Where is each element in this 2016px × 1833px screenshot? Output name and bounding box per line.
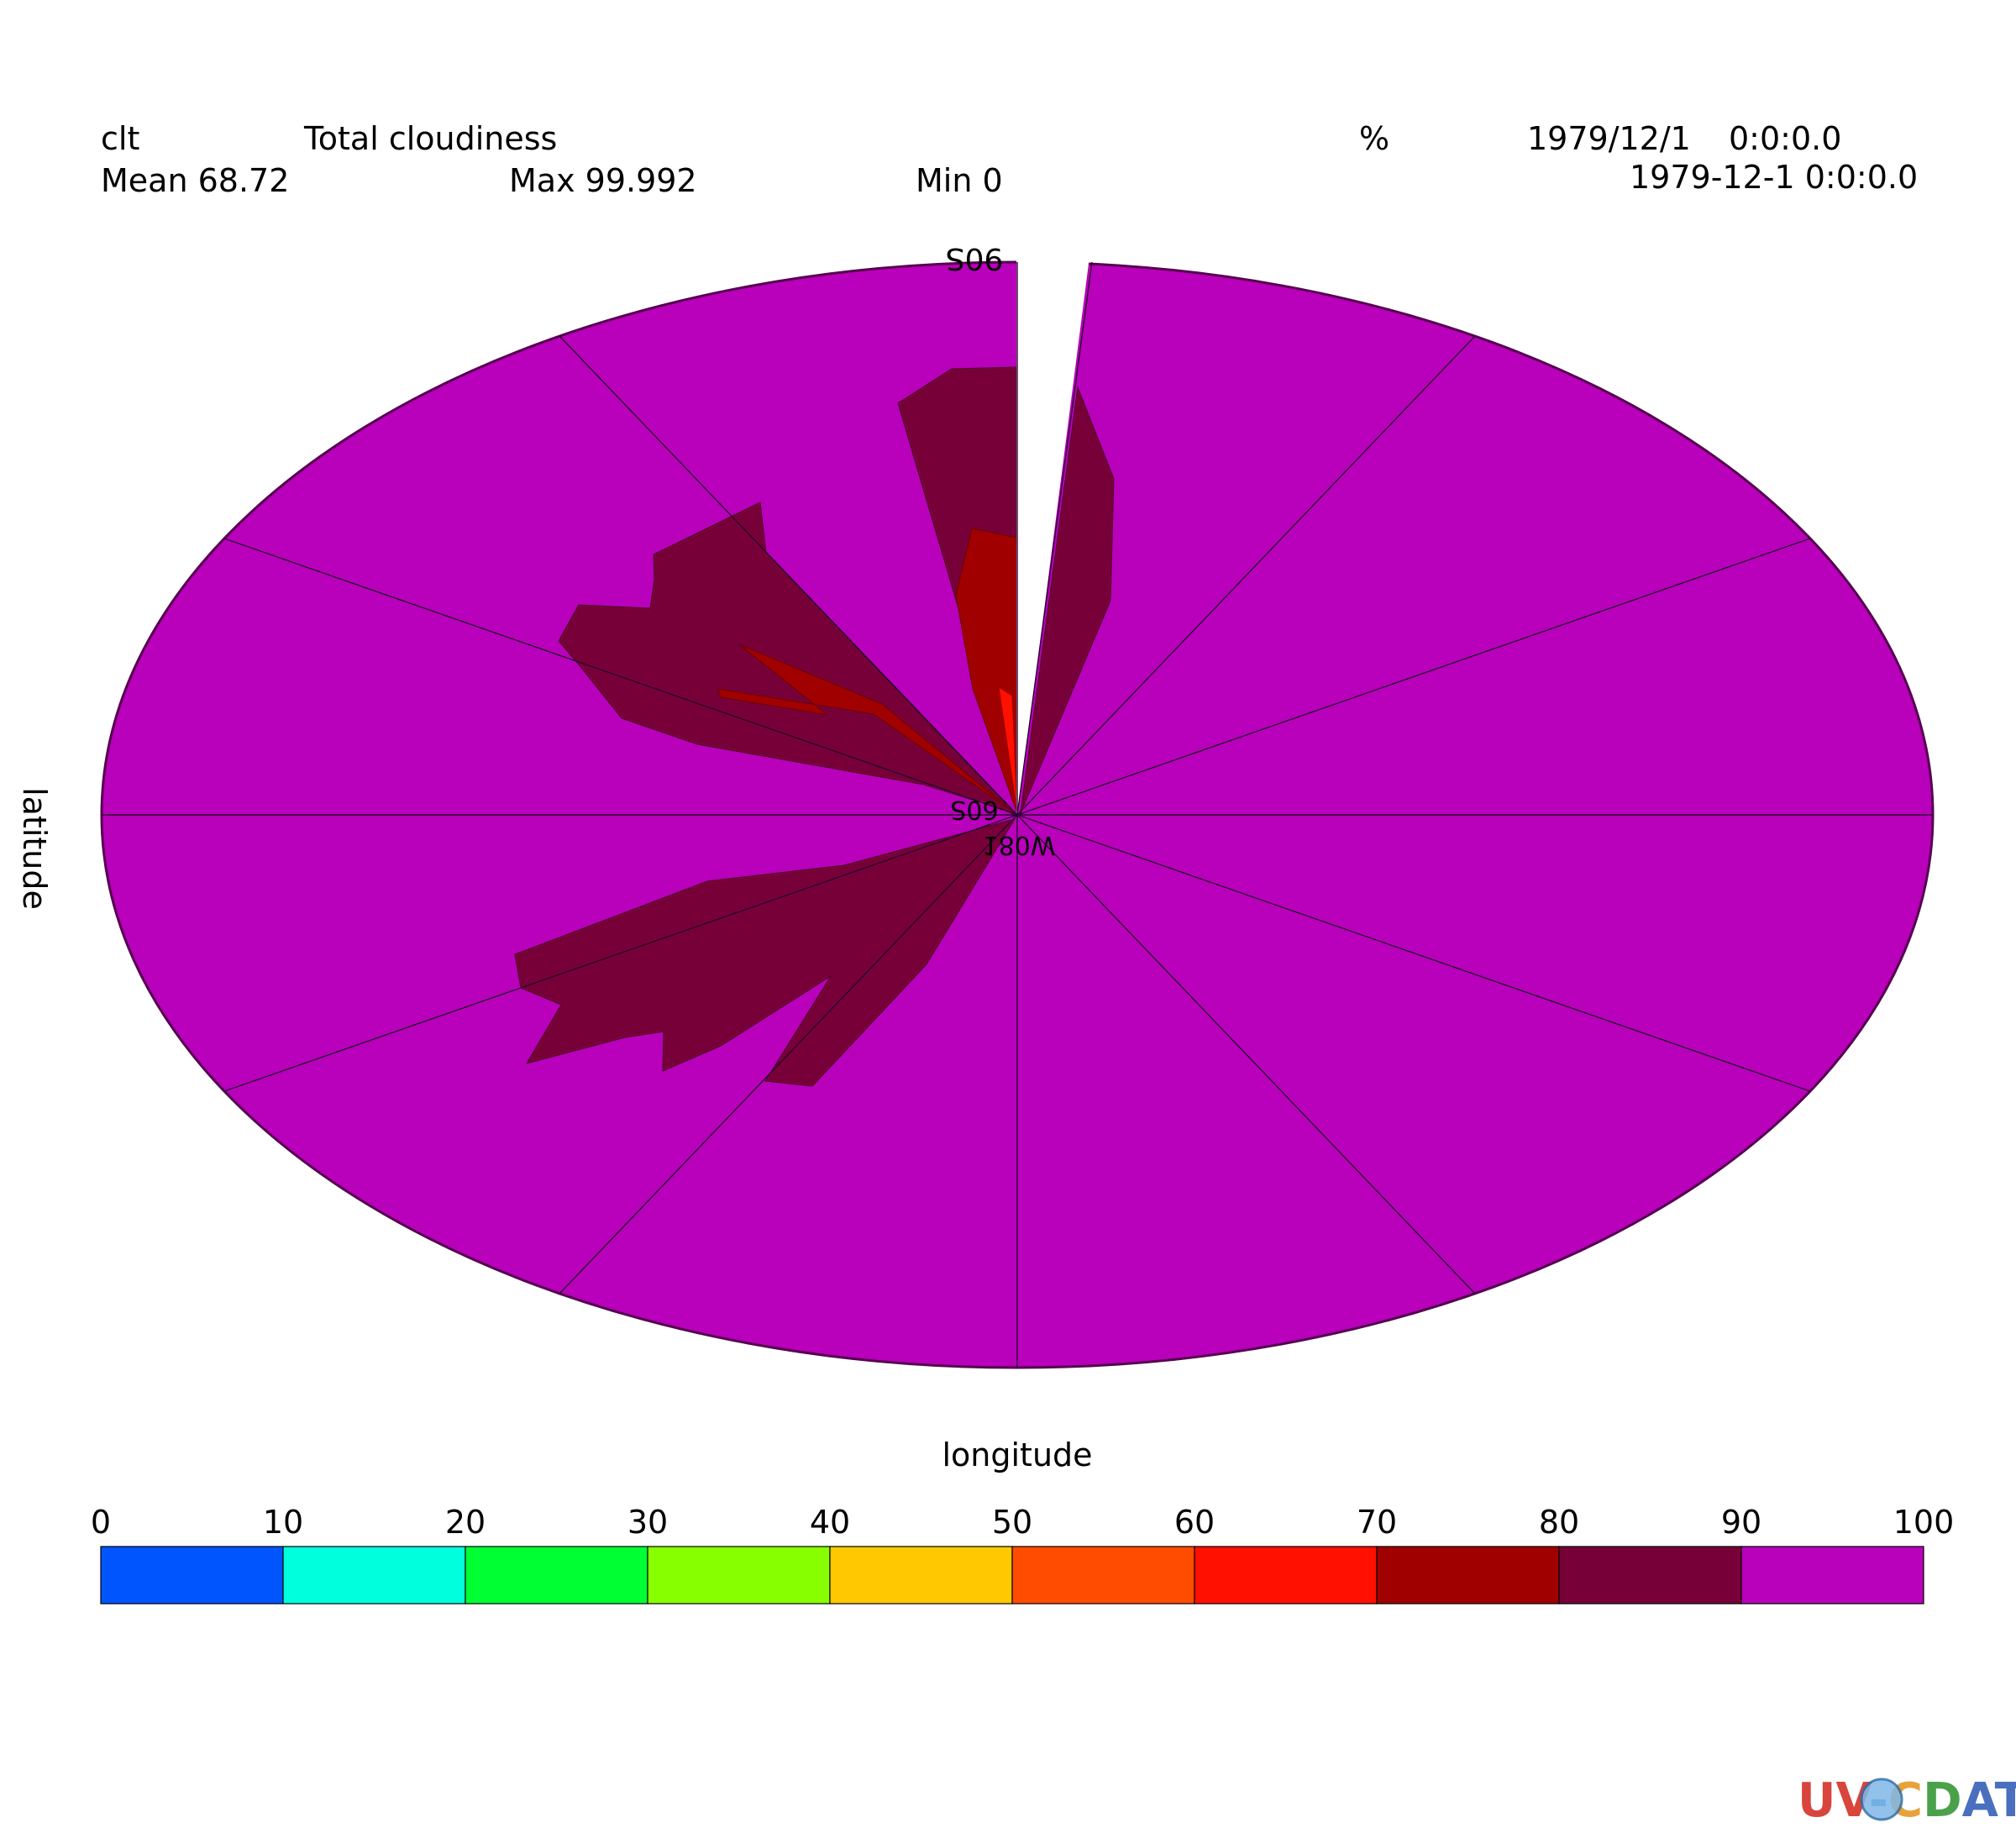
colorbar-tick-label: 10 — [263, 1504, 303, 1541]
colorbar-swatch — [100, 1546, 284, 1605]
colorbar-ticks: 0 10 20 30 40 50 60 70 80 90 100 — [91, 1504, 1954, 1541]
units-label: % — [1359, 120, 1390, 157]
colorbar-swatch — [647, 1546, 831, 1605]
time-label: 0:0:0.0 — [1729, 120, 1842, 157]
meridian — [1016, 538, 1811, 816]
date-label: 1979/12/1 — [1527, 120, 1691, 157]
center-longitude-label: 180W — [983, 830, 1056, 859]
meridian — [1016, 814, 1476, 1295]
logo-text: UV-CDAT — [1798, 1773, 2016, 1828]
globe-icon — [1860, 1778, 1903, 1821]
meridian — [223, 538, 1018, 816]
colorbar-tick-label: 50 — [992, 1504, 1032, 1541]
colorbar-swatch — [1740, 1546, 1924, 1605]
fill-80-90-upper-right — [1020, 386, 1115, 814]
fill-60-70-center — [998, 686, 1018, 814]
fill-70-80-upper-left — [717, 643, 1016, 814]
variable-name: clt — [101, 120, 140, 157]
meridian — [1016, 814, 1811, 1092]
colorbar — [100, 1546, 1924, 1605]
colorbar-swatch — [282, 1546, 466, 1605]
colorbar-tick-label: 70 — [1357, 1504, 1397, 1541]
colorbar-tick-label: 20 — [445, 1504, 486, 1541]
colorbar-tick-label: 100 — [1893, 1504, 1955, 1541]
pole-label: 90S — [946, 241, 1004, 276]
variable-long-name: Total cloudiness — [304, 120, 558, 157]
meridian — [1016, 335, 1476, 816]
colorbar-swatch — [1376, 1546, 1560, 1605]
meridian — [559, 814, 1018, 1295]
colorbar-swatch — [1558, 1546, 1742, 1605]
colorbar-tick-label: 90 — [1721, 1504, 1761, 1541]
colorbar-swatch — [1194, 1546, 1378, 1605]
mean-label: Mean 68.72 — [101, 162, 290, 199]
x-axis-label: longitude — [942, 1436, 1092, 1473]
center-latitude-label: 60S — [950, 795, 998, 824]
meridian-lines — [102, 261, 1932, 1368]
colorbar-swatch — [465, 1546, 648, 1605]
colorbar-swatch — [829, 1546, 1013, 1605]
fill-80-90-lower-left — [514, 818, 1016, 1087]
colorbar-tick-label: 30 — [627, 1504, 668, 1541]
colorbar-tick-label: 40 — [810, 1504, 850, 1541]
colorbar-tick-label: 60 — [1174, 1504, 1215, 1541]
colorbar-swatch — [1011, 1546, 1195, 1605]
meridian — [1016, 261, 1093, 816]
meridian — [223, 814, 1018, 1092]
min-label: Min 0 — [916, 162, 1003, 199]
fill-80-90-upper-left — [558, 502, 1016, 814]
y-axis-label: latitude — [16, 787, 53, 910]
meridian — [559, 335, 1018, 816]
colorbar-tick-label: 80 — [1539, 1504, 1579, 1541]
max-label: Max 99.992 — [509, 162, 697, 199]
datetime-label: 1979-12-1 0:0:0.0 — [1630, 159, 1919, 196]
uvcdat-logo: UV-CDAT — [1798, 1773, 2016, 1828]
colorbar-tick-label: 0 — [91, 1504, 111, 1541]
